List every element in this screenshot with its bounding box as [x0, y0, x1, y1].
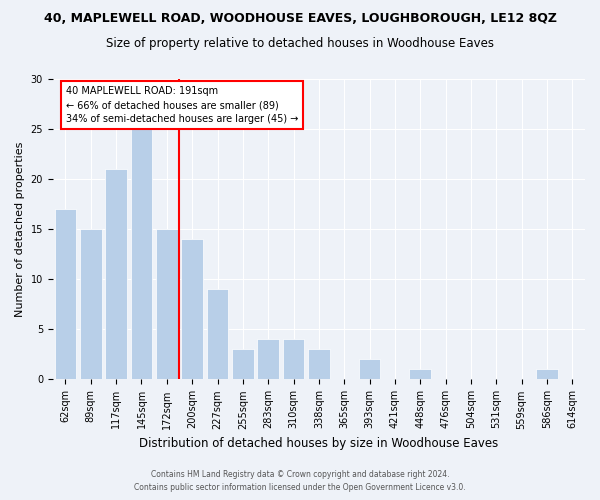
Bar: [409, 370, 431, 380]
Text: 40, MAPLEWELL ROAD, WOODHOUSE EAVES, LOUGHBOROUGH, LE12 8QZ: 40, MAPLEWELL ROAD, WOODHOUSE EAVES, LOU…: [44, 12, 557, 26]
Bar: [80, 229, 101, 380]
X-axis label: Distribution of detached houses by size in Woodhouse Eaves: Distribution of detached houses by size …: [139, 437, 499, 450]
Y-axis label: Number of detached properties: Number of detached properties: [15, 142, 25, 317]
Bar: [181, 239, 203, 380]
Text: Size of property relative to detached houses in Woodhouse Eaves: Size of property relative to detached ho…: [106, 38, 494, 51]
Bar: [536, 370, 558, 380]
Bar: [156, 229, 178, 380]
Text: 40 MAPLEWELL ROAD: 191sqm
← 66% of detached houses are smaller (89)
34% of semi-: 40 MAPLEWELL ROAD: 191sqm ← 66% of detac…: [66, 86, 298, 124]
Bar: [55, 209, 76, 380]
Bar: [106, 169, 127, 380]
Bar: [308, 350, 329, 380]
Text: Contains HM Land Registry data © Crown copyright and database right 2024.
Contai: Contains HM Land Registry data © Crown c…: [134, 470, 466, 492]
Bar: [232, 350, 254, 380]
Bar: [359, 360, 380, 380]
Bar: [283, 340, 304, 380]
Bar: [131, 129, 152, 380]
Bar: [207, 290, 228, 380]
Bar: [257, 340, 279, 380]
